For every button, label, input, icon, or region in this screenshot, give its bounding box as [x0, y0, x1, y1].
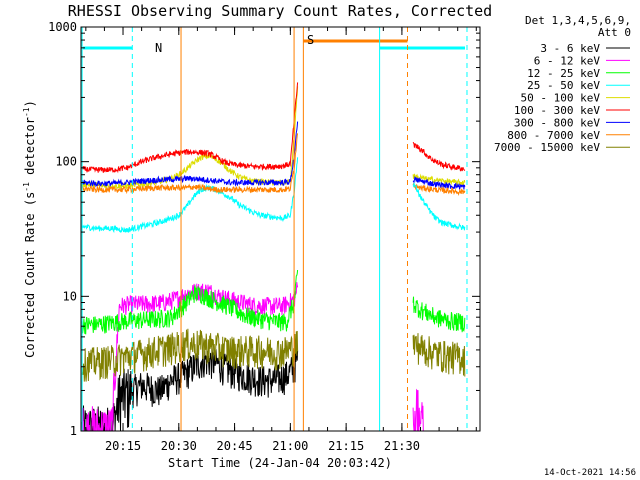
- x-tick-label: 21:00: [272, 439, 308, 453]
- x-tick-label: 20:30: [161, 439, 197, 453]
- saa-flag-label: S: [307, 33, 314, 47]
- legend-entry-label: 7000 - 15000 keV: [494, 141, 600, 154]
- legend-entry-label: 50 - 100 keV: [521, 92, 601, 105]
- post-gap-series-line-7: [412, 388, 424, 432]
- series-line-5: [81, 82, 299, 174]
- legend-entry-label: 800 - 7000 keV: [507, 129, 600, 142]
- x-tick-label: 21:30: [384, 439, 420, 453]
- legend-entry-label: 100 - 300 keV: [514, 104, 600, 117]
- post-gap-series-line-0: [412, 141, 466, 172]
- y-tick-label: 100: [55, 155, 77, 169]
- y-axis-title-part1: Corrected Count Rate (s: [23, 192, 37, 358]
- y-axis-ticks: 1 10 100 1000: [48, 20, 480, 438]
- series-line-7: [81, 133, 299, 195]
- x-tick-label: 21:15: [328, 439, 364, 453]
- legend-entry-label: 12 - 25 keV: [527, 67, 600, 80]
- legend-entry-label: 3 - 6 keV: [540, 42, 600, 55]
- legend-header-line2: Att 0: [598, 26, 631, 39]
- series-line-3: [81, 157, 299, 234]
- flag-bars: NS: [83, 33, 465, 55]
- plot-frame: [80, 26, 481, 432]
- post-gap-series-line-4: [412, 182, 466, 231]
- legend-entry-label: 25 - 50 keV: [527, 79, 600, 92]
- legend-entry-label: 300 - 800 keV: [514, 116, 600, 129]
- x-tick-label: 20:15: [105, 439, 141, 453]
- x-tick-label: 20:45: [217, 439, 253, 453]
- y-axis-title-part3: ): [23, 100, 37, 107]
- post-gap-series-line-1: [412, 173, 466, 187]
- x-axis-title: Start Time (24-Jan-04 20:03:42): [168, 456, 392, 470]
- series-line-2: [81, 269, 299, 335]
- footer-date: 14-Oct-2021 14:56: [544, 468, 636, 478]
- legend-header-line1: Det 1,3,4,5,6,9,: [525, 14, 631, 27]
- x-axis-ticks: 20:15 20:30 20:45 21:00 21:15 21:30: [85, 27, 477, 453]
- y-tick-label: 10: [63, 289, 77, 303]
- y-axis-title-sup2: -1: [22, 107, 31, 117]
- series-line-8: [81, 328, 299, 382]
- y-tick-label: 1000: [48, 20, 77, 34]
- y-axis-title-part2: detector: [23, 117, 37, 182]
- series-line-4: [81, 86, 299, 191]
- post-gap-series-line-6: [412, 333, 466, 377]
- night-flag-label: N: [155, 41, 162, 55]
- series-line-6: [81, 121, 299, 188]
- legend-entry-label: 6 - 12 keV: [534, 54, 601, 67]
- y-tick-label: 1: [70, 424, 77, 438]
- post-gap-series-line-3: [412, 182, 466, 197]
- y-axis-title-sup1: -1: [22, 182, 31, 192]
- series-line-0: [81, 347, 299, 432]
- post-gap-series-line-2: [412, 175, 466, 190]
- chart-title: RHESSI Observing Summary Count Rates, Co…: [68, 2, 492, 20]
- post-gap-series-line-5: [412, 296, 466, 333]
- event-markers: [81, 27, 468, 431]
- y-axis-title: Corrected Count Rate (s-1 detector-1): [22, 100, 37, 358]
- data-series-group: [81, 82, 466, 432]
